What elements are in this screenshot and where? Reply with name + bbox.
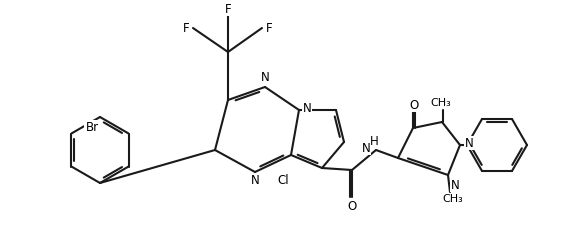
Text: Br: Br xyxy=(85,121,99,133)
Text: N: N xyxy=(362,141,370,154)
Text: N: N xyxy=(261,70,269,83)
Text: N: N xyxy=(464,136,473,149)
Text: Cl: Cl xyxy=(277,174,289,187)
Text: N: N xyxy=(250,174,260,187)
Text: CH₃: CH₃ xyxy=(430,98,451,108)
Text: F: F xyxy=(183,21,189,35)
Text: O: O xyxy=(347,199,357,212)
Text: N: N xyxy=(451,179,459,191)
Text: N: N xyxy=(302,102,312,115)
Text: H: H xyxy=(370,134,379,147)
Text: O: O xyxy=(409,99,419,112)
Text: CH₃: CH₃ xyxy=(443,194,463,204)
Text: F: F xyxy=(265,21,272,35)
Text: F: F xyxy=(224,2,231,15)
